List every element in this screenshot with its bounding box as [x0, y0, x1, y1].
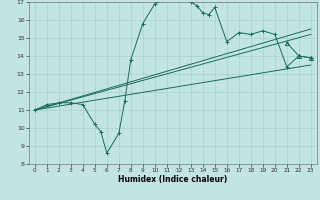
X-axis label: Humidex (Indice chaleur): Humidex (Indice chaleur) [118, 175, 228, 184]
